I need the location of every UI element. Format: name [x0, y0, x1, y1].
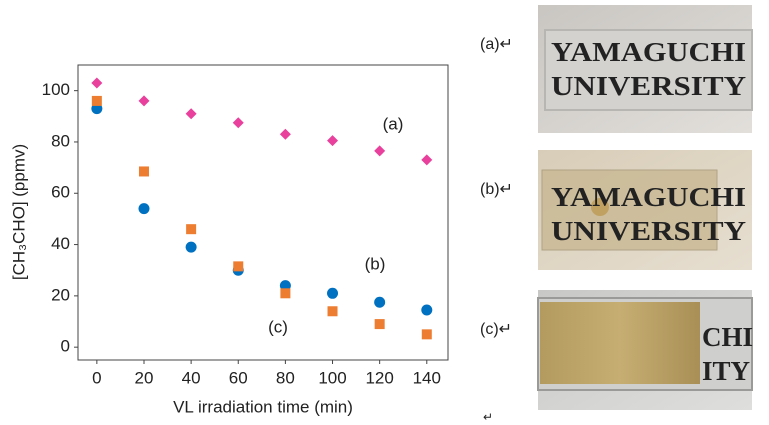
x-tick-label: 100	[318, 368, 346, 387]
series-label: (c)	[268, 317, 288, 336]
x-tick-label: 140	[413, 368, 441, 387]
y-tick-label: 20	[51, 285, 70, 304]
y-tick-label: 100	[42, 80, 70, 99]
x-tick-label: 80	[276, 368, 295, 387]
point	[91, 77, 102, 88]
photo-text: UNIVERSITY	[551, 216, 746, 246]
series-label: (b)	[365, 254, 386, 273]
point	[233, 261, 243, 271]
point	[327, 288, 338, 299]
y-axis-label: [CH₃CHO] (ppmv)	[9, 144, 28, 280]
photo-label: (c)↵	[480, 321, 512, 338]
point	[186, 108, 197, 119]
point	[328, 306, 338, 316]
photo-text: UNIVERSITY	[551, 71, 746, 101]
point	[374, 145, 385, 156]
x-tick-label: 60	[229, 368, 248, 387]
x-tick-label: 20	[135, 368, 154, 387]
photo-label: (b)↵	[480, 181, 513, 198]
point	[422, 329, 432, 339]
point	[186, 224, 196, 234]
point	[421, 304, 432, 315]
x-tick-label: 40	[182, 368, 201, 387]
point	[375, 319, 385, 329]
photo-text: CHI	[702, 322, 753, 352]
photo-text: YAMAGUCHI	[551, 182, 746, 212]
point	[138, 95, 149, 106]
photo-a	[538, 5, 752, 133]
y-tick-label: 60	[51, 183, 70, 202]
y-tick-label: 0	[61, 337, 70, 356]
plot-frame	[78, 65, 448, 360]
photo-text: YAMAGUCHI	[551, 37, 746, 67]
photo-label: (a)↵	[480, 36, 513, 53]
point	[186, 242, 197, 253]
figure: VL irradiation time (min) [CH₃CHO] (ppmv…	[0, 0, 769, 425]
trailing-mark: ↵	[483, 410, 493, 424]
y-tick-label: 40	[51, 234, 70, 253]
point	[139, 166, 149, 176]
x-tick-label: 0	[92, 368, 101, 387]
point	[92, 96, 102, 106]
point	[280, 288, 290, 298]
photo-text: ITY	[702, 356, 750, 386]
point	[280, 129, 291, 140]
y-tick-label: 80	[51, 131, 70, 150]
series-label: (a)	[383, 114, 404, 133]
point	[138, 203, 149, 214]
x-axis-label: VL irradiation time (min)	[173, 397, 353, 416]
x-tick-label: 120	[365, 368, 393, 387]
point	[421, 154, 432, 165]
point	[374, 297, 385, 308]
point	[233, 117, 244, 128]
point	[327, 135, 338, 146]
